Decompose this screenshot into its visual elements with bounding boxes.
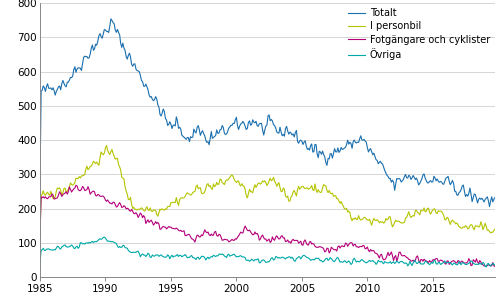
Legend: Totalt, I personbil, Fotgängare och cyklister, Övriga: Totalt, I personbil, Fotgängare och cykl…: [346, 6, 492, 62]
Line: Övriga: Övriga: [40, 237, 495, 267]
Line: Totalt: Totalt: [40, 19, 495, 207]
Line: Fotgängare och cyklister: Fotgängare och cyklister: [40, 185, 495, 266]
Line: I personbil: I personbil: [40, 146, 495, 236]
